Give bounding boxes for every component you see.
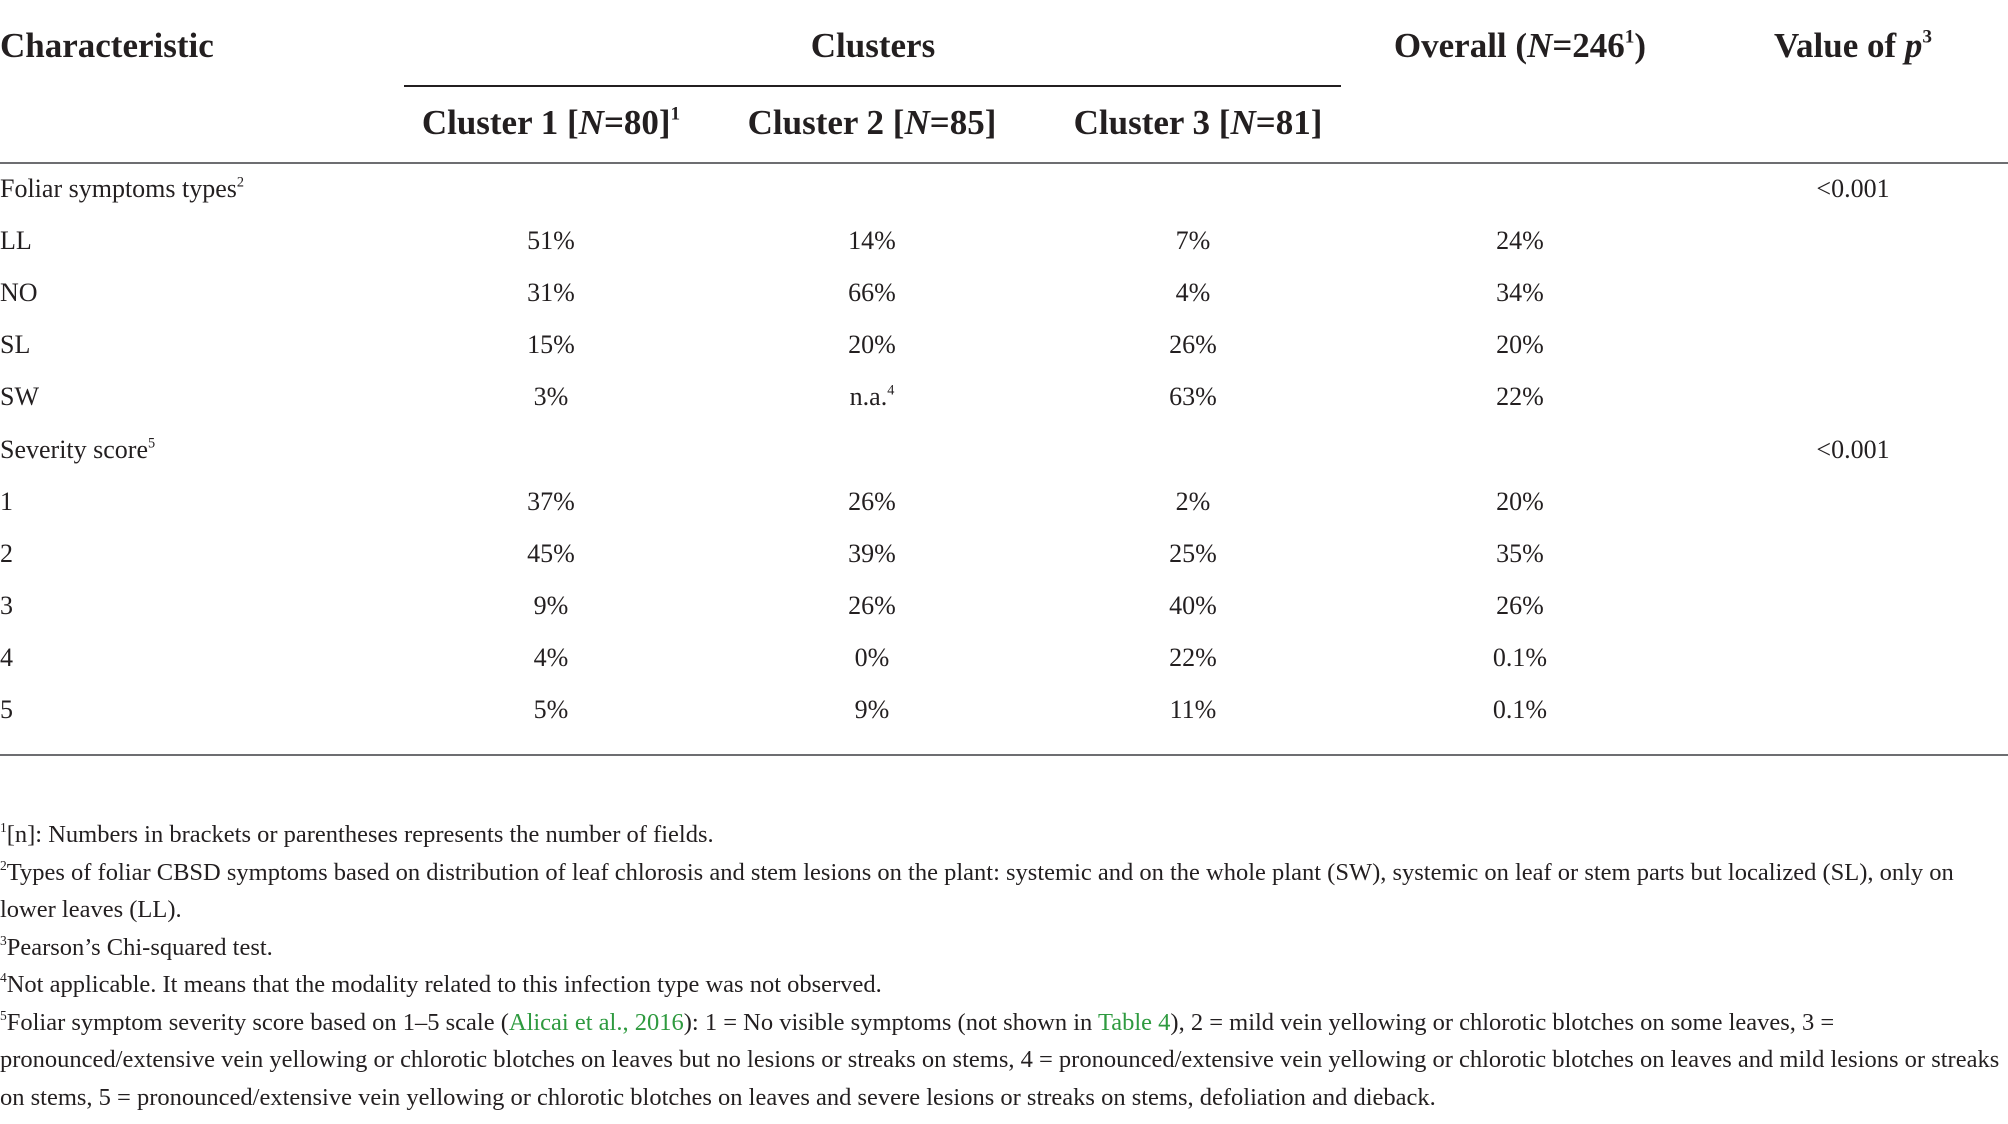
cell-overall: 22% [1496, 382, 1544, 411]
cell-c3: 11% [1169, 695, 1217, 724]
table-bottom-rule [0, 754, 2008, 756]
cell-c3: 63% [1169, 382, 1217, 411]
header-cluster-2: Cluster 2 [N=85] [747, 103, 997, 142]
cell-pvalue: <0.001 [1816, 174, 1890, 203]
row-label: SW [0, 382, 39, 411]
cell-c1: 45% [527, 539, 575, 568]
header-cluster-3: Cluster 3 [N=81] [1073, 103, 1323, 142]
header-cluster-1: Cluster 1 [N=80]1 [421, 103, 681, 142]
cell-overall: 0.1% [1492, 643, 1548, 672]
citation-link[interactable]: Alicai et al., 2016 [508, 1008, 684, 1036]
cell-c2: 39% [848, 539, 896, 568]
cell-c2: 14% [848, 226, 896, 255]
cell-c3: 4% [1175, 278, 1211, 307]
cell-c3: 40% [1169, 591, 1217, 620]
cell-c3: 25% [1169, 539, 1217, 568]
row-label: Severity score5 [0, 435, 156, 464]
row-label: NO [0, 278, 38, 307]
cell-c2: n.a.4 [849, 382, 895, 411]
cell-c2: 26% [848, 591, 896, 620]
cell-overall: 0.1% [1492, 695, 1548, 724]
footnote-5: 5Foliar symptom severity score based on … [0, 1007, 2000, 1111]
row-label: Foliar symptoms types2 [0, 174, 245, 203]
cell-c2: 66% [848, 278, 896, 307]
cell-c3: 26% [1169, 330, 1217, 359]
cell-overall: 34% [1496, 278, 1544, 307]
cell-c2: 20% [848, 330, 896, 359]
footnote-3: 3Pearson’s Chi-squared test. [0, 932, 273, 961]
cell-c2: 0% [854, 643, 890, 672]
clusters-underline [404, 85, 1341, 87]
cell-c1: 9% [533, 591, 569, 620]
header-pvalue: Value of p3 [1773, 26, 1933, 65]
cell-c1: 5% [533, 695, 569, 724]
cell-c3: 22% [1169, 643, 1217, 672]
header-bottom-rule [0, 162, 2008, 164]
row-label: 3 [0, 591, 13, 620]
cell-overall: 24% [1496, 226, 1544, 255]
cell-c1: 4% [533, 643, 569, 672]
header-characteristic: Characteristic [0, 26, 214, 65]
cell-c1: 31% [527, 278, 575, 307]
cell-c2: 26% [848, 487, 896, 516]
cell-c1: 37% [527, 487, 575, 516]
row-label: SL [0, 330, 31, 359]
cell-c1: 15% [527, 330, 575, 359]
footnotes: 1[n]: Numbers in brackets or parentheses… [0, 816, 2000, 1116]
row-label: 2 [0, 539, 13, 568]
table-link[interactable]: Table 4 [1097, 1008, 1171, 1036]
cell-c2: 9% [854, 695, 890, 724]
cell-overall: 35% [1496, 539, 1544, 568]
row-label: 5 [0, 695, 13, 724]
cell-c1: 51% [527, 226, 575, 255]
row-label: 1 [0, 487, 13, 516]
row-label: LL [0, 226, 32, 255]
cell-overall: 26% [1496, 591, 1544, 620]
row-label: 4 [0, 643, 13, 672]
footnote-4: 4Not applicable. It means that the modal… [0, 969, 882, 998]
cell-c3: 2% [1175, 487, 1211, 516]
header-overall: Overall (N=2461) [1393, 26, 1647, 65]
footnote-2: 2Types of foliar CBSD symptoms based on … [0, 857, 1954, 923]
cell-c1: 3% [533, 382, 569, 411]
cell-pvalue: <0.001 [1816, 435, 1890, 464]
cell-overall: 20% [1496, 330, 1544, 359]
header-clusters: Clusters [810, 26, 936, 65]
footnote-1: 1[n]: Numbers in brackets or parentheses… [0, 819, 714, 848]
cell-overall: 20% [1496, 487, 1544, 516]
cell-c3: 7% [1175, 226, 1211, 255]
